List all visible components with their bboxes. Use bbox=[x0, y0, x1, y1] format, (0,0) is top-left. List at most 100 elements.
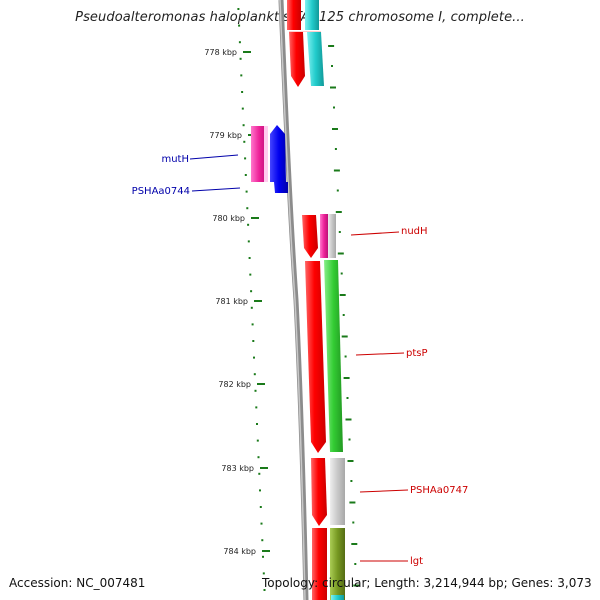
scale-outer-minor-tick bbox=[342, 314, 345, 316]
scale-outer-minor-tick bbox=[348, 438, 351, 441]
scale-minor-tick bbox=[260, 522, 263, 525]
scale-label: 783 kbp bbox=[221, 464, 254, 473]
scale-minor-tick bbox=[262, 555, 264, 558]
scale-minor-tick bbox=[250, 290, 253, 293]
scale-label: 781 kbp bbox=[215, 297, 248, 306]
gene-ptsP-red[interactable] bbox=[305, 261, 326, 453]
scale-label: 784 kbp bbox=[223, 547, 256, 556]
scale-outer-minor-tick bbox=[334, 148, 337, 150]
scale-minor-tick bbox=[253, 373, 256, 376]
scale-minor-tick bbox=[240, 74, 243, 77]
scale-outer-tick bbox=[337, 252, 344, 255]
scale-outer-minor-tick bbox=[352, 521, 355, 524]
scale-minor-tick bbox=[258, 472, 261, 475]
scale-minor-tick bbox=[248, 257, 251, 259]
gene-PSHAa0747[interactable] bbox=[330, 458, 345, 525]
accession-text: Accession: NC_007481 bbox=[9, 576, 146, 590]
scale-minor-tick bbox=[243, 140, 246, 143]
scale-minor-tick bbox=[241, 107, 244, 110]
scale-minor-tick bbox=[254, 389, 257, 392]
scale-minor-tick bbox=[247, 240, 250, 243]
scale-outer-minor-tick bbox=[338, 231, 341, 233]
topology-text: Topology: circular; Length: 3,214,944 bp… bbox=[262, 576, 592, 590]
scale-minor-tick bbox=[259, 489, 261, 492]
gene-ptsP[interactable] bbox=[324, 260, 343, 452]
scale-minor-tick bbox=[252, 340, 255, 342]
label-lgt[interactable]: lgt bbox=[410, 556, 423, 567]
scale-major-tick bbox=[257, 383, 265, 385]
scale-minor-tick bbox=[255, 406, 258, 409]
scale-major-tick bbox=[262, 550, 270, 552]
scale-outer-tick bbox=[349, 501, 356, 504]
gene-top-red[interactable] bbox=[287, 0, 305, 87]
label-ptsP[interactable]: ptsP bbox=[406, 348, 428, 359]
scale-outer-tick bbox=[347, 460, 354, 462]
scale-minor-tick bbox=[244, 157, 247, 160]
label-mutH[interactable]: mutH bbox=[161, 154, 189, 165]
scale-minor-tick bbox=[261, 539, 264, 542]
scale-outer-tick bbox=[351, 543, 358, 545]
leader-mutH bbox=[189, 154, 239, 160]
scale-outer-minor-tick bbox=[344, 355, 347, 358]
scale-minor-tick bbox=[237, 8, 240, 10]
gene-mutH[interactable] bbox=[251, 126, 268, 182]
scale-outer-minor-tick bbox=[340, 272, 343, 275]
leader-ptsP bbox=[355, 352, 405, 356]
scale-label: 780 kbp bbox=[212, 214, 245, 223]
gene-top-pink-band bbox=[289, 31, 321, 32]
scale-outer-tick bbox=[333, 169, 340, 172]
scale-minor-tick bbox=[246, 207, 249, 210]
scale-outer-tick bbox=[330, 86, 336, 89]
scale-major-tick bbox=[260, 467, 268, 469]
scale-outer-tick bbox=[339, 294, 346, 296]
leader-nudH bbox=[350, 231, 400, 236]
scale-minor-tick bbox=[256, 423, 258, 425]
scale-minor-tick bbox=[262, 572, 265, 575]
label-PSHAa0744[interactable]: PSHAa0744 bbox=[132, 186, 190, 197]
gene-lgt-red[interactable] bbox=[312, 528, 327, 600]
gene-nudH-red[interactable] bbox=[302, 215, 318, 258]
scale-outer-tick bbox=[335, 211, 342, 213]
scale-minor-tick bbox=[256, 439, 259, 442]
scale-label: 778 kbp bbox=[204, 48, 237, 57]
scale-label: 782 kbp bbox=[218, 380, 251, 389]
scale-outer-minor-tick bbox=[331, 65, 333, 67]
gene-PSHAa0747-red[interactable] bbox=[311, 458, 327, 526]
scale-outer-tick bbox=[332, 128, 338, 130]
leader-PSHAa0744 bbox=[191, 187, 241, 192]
scale-outer-tick bbox=[353, 584, 360, 587]
scale-outer-minor-tick bbox=[354, 563, 357, 565]
scale-major-tick bbox=[254, 300, 262, 302]
scale-minor-tick bbox=[251, 323, 254, 326]
scale-minor-tick bbox=[257, 456, 260, 459]
scale-outer-tick bbox=[343, 377, 350, 379]
leader-PSHAa0747 bbox=[359, 489, 409, 493]
label-PSHAa0747[interactable]: PSHAa0747 bbox=[410, 485, 468, 496]
scale-minor-tick bbox=[253, 356, 255, 359]
scale-minor-tick bbox=[238, 41, 241, 44]
scale-major-tick bbox=[251, 217, 259, 219]
scale-outer-tick bbox=[341, 335, 348, 338]
scale-label: 779 kbp bbox=[209, 131, 242, 140]
scale-minor-tick bbox=[250, 306, 253, 309]
scale-minor-tick bbox=[244, 174, 247, 176]
scale-outer-minor-tick bbox=[350, 480, 353, 482]
scale-minor-tick bbox=[239, 57, 242, 60]
chromosome-backbone-highlight bbox=[279, 0, 306, 600]
gene-nudH[interactable] bbox=[320, 214, 336, 258]
scale-outer-minor-tick bbox=[346, 397, 349, 399]
scale-minor-tick bbox=[238, 24, 241, 27]
scale-outer-minor-tick bbox=[336, 189, 339, 192]
scale-minor-tick bbox=[249, 273, 252, 276]
scale-minor-tick bbox=[247, 223, 250, 226]
chromosome-backbone bbox=[278, 0, 309, 600]
gene-PSHAa0744[interactable] bbox=[270, 125, 288, 193]
scale-minor-tick bbox=[245, 190, 248, 193]
scale-outer-minor-tick bbox=[333, 106, 335, 109]
label-nudH[interactable]: nudH bbox=[401, 226, 428, 237]
gene-lgt[interactable] bbox=[330, 528, 345, 600]
scale-outer-tick bbox=[345, 418, 352, 421]
scale-minor-tick bbox=[241, 91, 244, 93]
gene-top-cyan[interactable] bbox=[305, 0, 324, 86]
